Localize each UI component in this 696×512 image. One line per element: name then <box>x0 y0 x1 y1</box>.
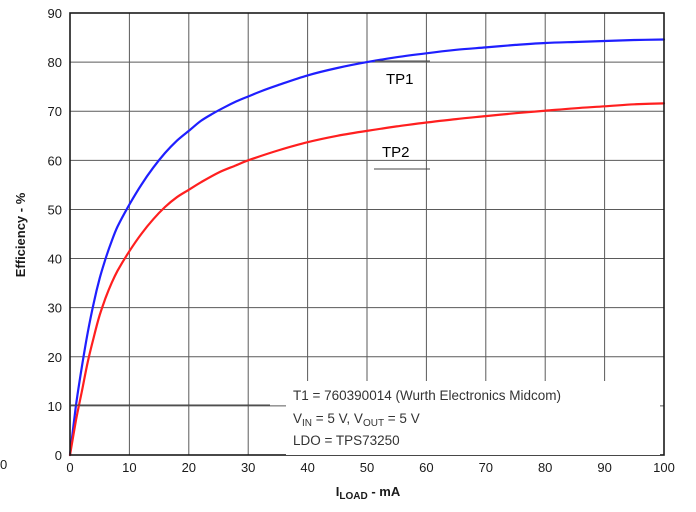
tick-labels: 0 10 20 30 40 50 60 70 80 90 100 0 10 20 30 40 50 60 70 80 9… <box>48 6 675 475</box>
tp2-label: TP2 <box>382 144 410 161</box>
data-curves <box>68 38 666 457</box>
x-tick-label: 30 <box>241 460 255 475</box>
annotation-background <box>286 381 660 455</box>
y-tick-label: 10 <box>48 399 62 414</box>
x-tick-label: 70 <box>479 460 493 475</box>
x-tick-label: 20 <box>182 460 196 475</box>
x-tick-label: 40 <box>300 460 314 475</box>
x-axis-title: ILOAD - mA <box>336 484 401 502</box>
y-tick-label: 80 <box>48 55 62 70</box>
y-tick-label: 30 <box>48 301 62 316</box>
y-tick-label: 50 <box>48 202 62 217</box>
series-line-tp1 <box>68 38 666 457</box>
x-tick-label: 60 <box>419 460 433 475</box>
annotation-line-voltages: VIN = 5 V, VOUT = 5 V <box>293 411 420 429</box>
y-tick-label: 90 <box>48 6 62 21</box>
annotation-line-transformer: T1 = 760390014 (Wurth Electronics Midcom… <box>293 388 561 403</box>
y-tick-label: 40 <box>48 252 62 267</box>
annotation-line-ldo: LDO = TPS73250 <box>293 433 400 448</box>
x-tick-label: 80 <box>538 460 552 475</box>
y-axis-title: Efficiency - % <box>13 192 28 277</box>
y-tick-label: 60 <box>48 153 62 168</box>
x-tick-label: 10 <box>122 460 136 475</box>
x-tick-label: 90 <box>597 460 611 475</box>
x-tick-label: 100 <box>653 460 675 475</box>
y-tick-label: 70 <box>48 104 62 119</box>
x-tick-label: 0 <box>66 460 73 475</box>
y-tick-label: 20 <box>48 350 62 365</box>
series-line-tp2 <box>68 102 666 457</box>
x-tick-label: 50 <box>360 460 374 475</box>
y-tick-label: 0 <box>55 448 62 463</box>
stray-zero-label: 0 <box>0 457 7 472</box>
tp1-label: TP1 <box>386 71 414 88</box>
